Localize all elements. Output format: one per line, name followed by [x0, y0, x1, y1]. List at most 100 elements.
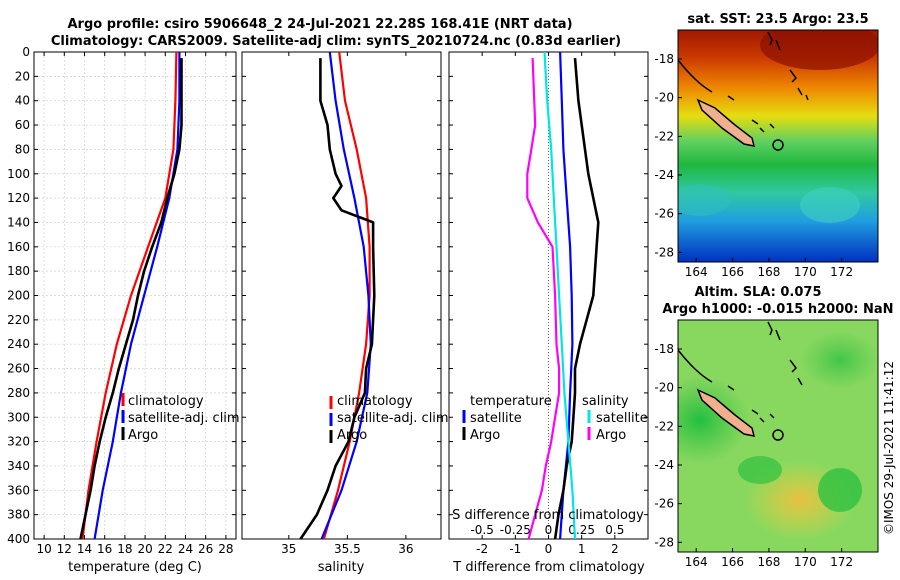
top-tick-label: 0.5 [605, 523, 624, 537]
sst-map [677, 29, 879, 263]
figure-title-line1: Argo profile: csiro 5906648_2 24-Jul-202… [67, 17, 572, 32]
x-tick-label: 20 [137, 542, 152, 556]
legend-label-satellite: satellite-adj. clim [128, 411, 240, 426]
sla-anomaly [818, 468, 862, 512]
y-tick-label: 320 [7, 435, 30, 449]
map-y-tick-label: -26 [654, 497, 674, 511]
x-tick-label: 35 [281, 542, 296, 556]
y-tick-label: 180 [7, 264, 30, 278]
series-line-s-argo [526, 58, 561, 540]
sla-map-title-line1: Altim. SLA: 0.075 [695, 285, 822, 300]
map-x-tick-label: 170 [794, 555, 817, 569]
series-line-t-satellite [559, 51, 574, 540]
legend-label-satellite: satellite-adj. clim [337, 411, 449, 426]
x-tick-label: 16 [97, 542, 112, 556]
sst-warm-patch [760, 30, 878, 70]
sla-anomaly [800, 330, 878, 390]
map-y-tick-label: -28 [654, 245, 674, 259]
coastline [678, 59, 713, 93]
x-tick-label: 12 [57, 542, 72, 556]
sla-map-title-line2: Argo h1000: -0.015 h2000: NaN [662, 302, 893, 317]
temperature-xlabel: temperature (deg C) [68, 560, 202, 575]
y-tick-label: 240 [7, 337, 30, 351]
x-tick-label: 36 [398, 542, 413, 556]
x-tick-label: 22 [158, 542, 173, 556]
x-tick-label: -2 [476, 542, 488, 556]
series-line-argo [79, 58, 183, 540]
map-x-tick-label: 170 [794, 265, 817, 279]
y-tick-label: 140 [7, 215, 30, 229]
y-tick-label: 60 [15, 118, 30, 132]
map-y-tick-label: -22 [654, 419, 674, 433]
x-tick-label: 0 [545, 542, 553, 556]
y-tick-label: 200 [7, 289, 30, 303]
vanuatu-islands [767, 31, 809, 101]
y-tick-label: 0 [22, 45, 30, 59]
temperature-panel: 10 12 14 16 18 20 22 24 26 2802040608010012014016… [7, 45, 237, 556]
map-y-tick-label: -18 [654, 342, 674, 356]
top-tick-label: 0 [545, 523, 553, 537]
map-x-tick-label: 164 [685, 555, 708, 569]
coastline [678, 349, 713, 383]
series-line-satellite-adj-clim [320, 51, 372, 540]
y-tick-label: 120 [7, 191, 30, 205]
argo-position-marker [772, 139, 784, 151]
map-x-tick-label: 166 [721, 265, 744, 279]
top-tick-label: -0.5 [470, 523, 493, 537]
map-x-tick-label: 168 [757, 555, 780, 569]
map-y-tick-label: -20 [654, 381, 674, 395]
series-line-s-satellite [543, 51, 577, 540]
figure-title-line2: Climatology: CARS2009. Satellite-adj cli… [51, 34, 621, 49]
x-tick-label: 26 [198, 542, 213, 556]
y-tick-label: 360 [7, 483, 30, 497]
map-y-tick-label: -28 [654, 535, 674, 549]
legend-label-t-satellite: satellite [470, 411, 522, 426]
top-tick-label: -0.25 [500, 523, 531, 537]
x-tick-label: 14 [77, 542, 92, 556]
legend-header-temperature: temperature [470, 394, 552, 409]
sst-cool-patch [800, 187, 860, 223]
y-tick-label: 220 [7, 313, 30, 327]
x-tick-label: 2 [611, 542, 619, 556]
y-tick-label: 40 [15, 94, 30, 108]
y-tick-label: 380 [7, 508, 30, 522]
x-tick-label: 10 [36, 542, 51, 556]
legend-label-climatology: climatology [337, 394, 413, 409]
legend-label-argo: Argo [337, 428, 367, 443]
difference-panel: -2 -1 0 1 2 -0.5 -0.25 0 0.25 0.5 [448, 51, 649, 556]
argo-position-marker [772, 429, 784, 441]
y-tick-label: 300 [7, 410, 30, 424]
loyalty-islands [727, 95, 775, 133]
series-line-satellite-adj-clim [93, 52, 181, 540]
legend-header-salinity: salinity [582, 394, 629, 409]
salinity-panel: 35 35.5 36 [241, 51, 442, 556]
map-y-tick-label: -20 [654, 91, 674, 105]
series-line-t-argo [553, 57, 600, 540]
y-tick-label: 80 [15, 142, 30, 156]
vanuatu-islands [767, 321, 803, 386]
loyalty-islands [727, 385, 775, 423]
series-line-argo [299, 58, 376, 540]
map-x-tick-label: 166 [721, 555, 744, 569]
x-tick-label: 35.5 [334, 542, 361, 556]
difference-top-axis-label: S difference from climatology [452, 508, 644, 523]
sst-field [678, 30, 878, 262]
temperature-legend: climatology satellite-adj. clim Argo [121, 393, 240, 443]
x-tick-label: -1 [509, 542, 521, 556]
map-x-tick-label: 172 [830, 555, 853, 569]
sla-anomaly [738, 456, 782, 484]
map-y-tick-label: -24 [654, 458, 674, 472]
difference-xlabel: T difference from climatology [452, 560, 645, 575]
y-tick-label: 400 [7, 532, 30, 546]
series-line-climatology [81, 51, 178, 540]
series-line-climatology [322, 51, 371, 540]
x-tick-label: 18 [117, 542, 132, 556]
map-y-tick-label: -22 [654, 129, 674, 143]
map-y-tick-label: -26 [654, 207, 674, 221]
sla-map-axes: 164 166 168 170 172 -18 -20 -22 -24 -26 -28 [654, 342, 853, 569]
y-tick-label: 160 [7, 240, 30, 254]
sst-cool-patch [678, 184, 730, 216]
map-y-tick-label: -24 [654, 168, 674, 182]
legend-label-s-satellite: satellite [596, 411, 648, 426]
